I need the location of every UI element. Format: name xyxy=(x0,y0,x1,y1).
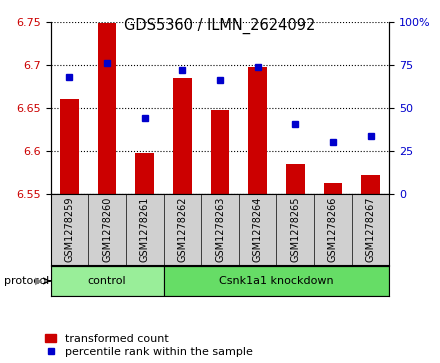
Text: GSM1278265: GSM1278265 xyxy=(290,197,300,262)
Text: GSM1278264: GSM1278264 xyxy=(253,197,263,262)
Bar xyxy=(60,98,79,194)
Bar xyxy=(51,266,164,296)
Bar xyxy=(98,23,117,194)
Text: GSM1278262: GSM1278262 xyxy=(177,197,187,262)
Bar xyxy=(211,110,229,194)
Text: GSM1278266: GSM1278266 xyxy=(328,197,338,262)
Bar xyxy=(361,175,380,194)
Bar xyxy=(323,183,342,194)
Legend: transformed count, percentile rank within the sample: transformed count, percentile rank withi… xyxy=(45,334,253,358)
Text: GSM1278263: GSM1278263 xyxy=(215,197,225,262)
Bar xyxy=(164,266,389,296)
Text: control: control xyxy=(88,276,126,286)
Text: GSM1278261: GSM1278261 xyxy=(140,197,150,262)
Text: Csnk1a1 knockdown: Csnk1a1 knockdown xyxy=(219,276,334,286)
Text: GSM1278259: GSM1278259 xyxy=(64,197,74,262)
Bar xyxy=(286,164,305,194)
Text: GDS5360 / ILMN_2624092: GDS5360 / ILMN_2624092 xyxy=(125,18,315,34)
Text: GSM1278260: GSM1278260 xyxy=(102,197,112,262)
Text: GSM1278267: GSM1278267 xyxy=(366,197,376,262)
Text: protocol: protocol xyxy=(4,276,50,286)
Bar xyxy=(173,78,192,194)
Text: ▶: ▶ xyxy=(35,276,43,286)
Bar xyxy=(136,153,154,194)
Bar xyxy=(248,68,267,194)
